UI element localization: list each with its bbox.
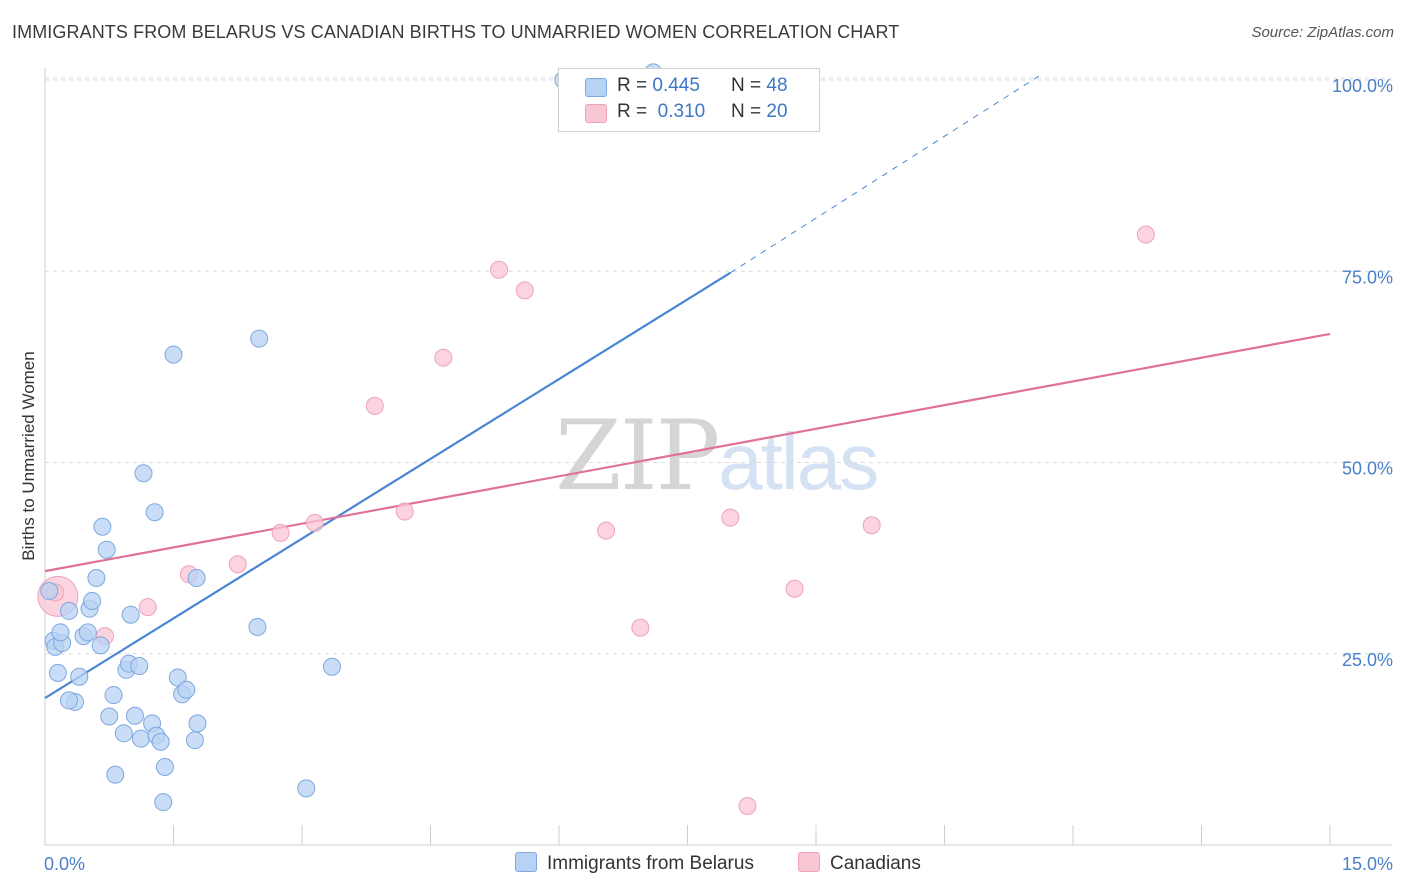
stats-row-belarus: R = 0.445 N = 48 [559, 75, 819, 101]
belarus-point [130, 656, 149, 675]
belarus-swatch [585, 78, 607, 97]
canadians-swatch [585, 104, 607, 123]
belarus-point [131, 729, 150, 748]
belarus-point [322, 657, 341, 676]
belarus-point [87, 569, 106, 588]
axes [44, 68, 1392, 846]
belarus-point [187, 569, 206, 588]
series-legend: Immigrants from Belarus Canadians [0, 852, 1406, 878]
n-value: 20 [766, 101, 788, 122]
canadians-point [631, 618, 650, 637]
canadians-point [490, 260, 509, 279]
belarus-point [104, 686, 123, 705]
belarus-point [155, 757, 174, 776]
canadians-point [597, 521, 616, 540]
canadians-point [721, 508, 740, 527]
n-label: N = 48 [731, 75, 788, 97]
canadians-legend-swatch [798, 852, 820, 872]
canadians-point [228, 555, 247, 574]
canadians-point [515, 281, 534, 300]
belarus-point [185, 731, 204, 750]
belarus-trendline [44, 271, 731, 700]
belarus-point [250, 329, 269, 348]
grid-lines [45, 77, 1392, 655]
belarus-legend-swatch [515, 852, 537, 872]
canadians-point [738, 796, 757, 815]
y-tick-label: 75.0% [1342, 267, 1393, 287]
r-value: 0.445 [652, 75, 700, 96]
belarus-point [168, 668, 187, 687]
belarus-point [93, 517, 112, 536]
canadians-trendline [44, 332, 1331, 573]
belarus-point [145, 503, 164, 522]
belarus-point [114, 724, 133, 743]
belarus-point [106, 765, 125, 784]
r-label: R = 0.445 [617, 75, 700, 97]
legend-label: Canadians [830, 853, 921, 874]
y-tick-label: 25.0% [1342, 650, 1393, 670]
belarus-point [125, 706, 144, 725]
data-points [37, 63, 1155, 815]
canadians-point [785, 579, 804, 598]
x-tick-label: 0.0% [44, 854, 85, 874]
belarus-point [297, 779, 316, 798]
belarus-point [188, 714, 207, 733]
stats-row-canadians: R = 0.310 N = 20 [559, 101, 819, 127]
belarus-point [59, 691, 78, 710]
n-label-text: N = [731, 101, 762, 122]
y-tick-label: 50.0% [1342, 459, 1393, 479]
legend-item-belarus[interactable]: Immigrants from Belarus [515, 852, 754, 875]
belarus-point [91, 636, 110, 655]
n-label-text: N = [731, 75, 762, 96]
canadians-point [271, 523, 290, 542]
n-label: N = 20 [731, 101, 788, 123]
canadians-point [862, 516, 881, 535]
r-label-text: R = [617, 101, 648, 122]
canadians-point [395, 502, 414, 521]
chart-title: IMMIGRANTS FROM BELARUS VS CANADIAN BIRT… [12, 22, 900, 42]
belarus-point [100, 707, 119, 726]
canadians-point [434, 348, 453, 367]
belarus-point [59, 601, 78, 620]
legend-item-canadians[interactable]: Canadians [798, 852, 921, 875]
y-axis-label: Births to Unmarried Women [19, 351, 38, 560]
belarus-point [154, 793, 173, 812]
r-label: R = 0.310 [617, 101, 705, 123]
stats-legend: R = 0.445 N = 48 R = 0.310 N = 20 [558, 68, 820, 132]
belarus-point [40, 582, 59, 601]
n-value: 48 [766, 75, 788, 96]
canadians-point [305, 513, 324, 532]
belarus-trendline-extension [730, 75, 1040, 274]
legend-label: Immigrants from Belarus [547, 853, 754, 874]
x-tick-label: 15.0% [1342, 854, 1393, 874]
r-value: 0.310 [657, 101, 706, 122]
belarus-point [97, 540, 116, 559]
y-tick-label: 100.0% [1332, 76, 1393, 96]
belarus-point [70, 667, 89, 686]
tick-labels: 25.0% 50.0% 75.0% 100.0% 0.0% 15.0% [44, 76, 1393, 874]
belarus-point [83, 591, 102, 610]
canadians-point [1136, 225, 1155, 244]
belarus-point [121, 605, 140, 624]
belarus-point [248, 617, 267, 636]
belarus-point [48, 663, 67, 682]
belarus-point [134, 464, 153, 483]
belarus-point [164, 345, 183, 364]
belarus-point [177, 680, 196, 699]
belarus-point [78, 623, 97, 642]
belarus-point [151, 732, 170, 751]
canadians-point [138, 598, 157, 617]
trendlines [44, 75, 1331, 700]
canadians-point [365, 396, 384, 415]
belarus-point [51, 623, 70, 642]
r-label-text: R = [617, 75, 648, 96]
source-credit: Source: ZipAtlas.com [1251, 24, 1394, 41]
